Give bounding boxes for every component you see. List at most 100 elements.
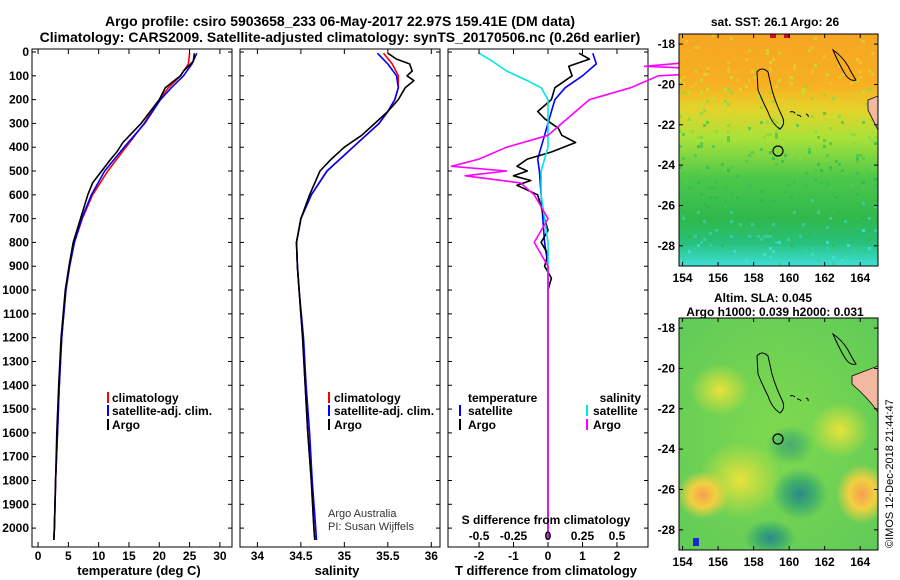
sst-pixel xyxy=(730,235,733,238)
sst-pixel xyxy=(850,133,853,136)
sst-pixel xyxy=(697,181,700,184)
sst-pixel xyxy=(802,223,805,226)
depth-tick-label: 300 xyxy=(9,116,29,130)
sst-pixel xyxy=(694,247,697,250)
sst-pixel xyxy=(700,142,703,145)
footnote-line1: Argo Australia xyxy=(328,508,397,520)
legend-label-s-argo: Argo xyxy=(593,418,621,432)
sst-pixel xyxy=(682,82,685,85)
figure-title-line2: Climatology: CARS2009. Satellite-adjuste… xyxy=(40,29,641,45)
sst-pixel xyxy=(820,181,823,184)
sla-map-title-line1: Altim. SLA: 0.045 xyxy=(714,291,812,305)
map-x-tick-label: 160 xyxy=(779,271,799,285)
sst-pixel xyxy=(811,199,814,202)
x-tick-label: 0 xyxy=(35,549,42,563)
sst-pixel xyxy=(712,226,715,229)
depth-tick-label: 700 xyxy=(9,212,29,226)
sst-pixel xyxy=(802,52,805,55)
legend-swatch-argo xyxy=(107,419,109,430)
sst-pixel xyxy=(862,157,865,160)
sst-pixel xyxy=(793,67,796,70)
sst-pixel xyxy=(760,199,763,202)
sst-pixel xyxy=(688,118,691,121)
sst-pixel xyxy=(790,82,793,85)
sst-pixel xyxy=(826,37,829,40)
sst-pixel xyxy=(706,205,709,208)
sst-pixel xyxy=(682,133,685,136)
sst-pixel xyxy=(853,250,856,253)
argo-float-location xyxy=(772,433,784,445)
sst-pixel xyxy=(730,166,733,169)
sst-pixel xyxy=(706,70,709,73)
sst-pixel xyxy=(862,202,865,205)
sst-pixel xyxy=(796,124,799,127)
sst-pixel xyxy=(688,235,691,238)
sst-pixel xyxy=(709,187,712,190)
sst-pixel xyxy=(697,148,700,151)
depth-tick-label: 1400 xyxy=(2,378,29,392)
sla-anomaly xyxy=(836,464,878,524)
sst-pixel xyxy=(778,34,781,37)
sst-pixel xyxy=(865,34,868,37)
sst-pixel xyxy=(805,250,808,253)
sst-pixel xyxy=(829,208,832,211)
sst-pixel xyxy=(778,175,781,178)
sst-pixel xyxy=(694,235,697,238)
x-tick-label: 2 xyxy=(614,549,621,563)
sst-pixel xyxy=(694,82,697,85)
sst-pixel xyxy=(682,172,685,175)
sst-pixel xyxy=(868,238,871,241)
sst-pixel xyxy=(727,61,730,64)
sst-pixel xyxy=(727,88,730,91)
sst-pixel xyxy=(772,223,775,226)
x-top-tick-label: 0.5 xyxy=(609,529,626,543)
sst-pixel xyxy=(751,52,754,55)
map-x-tick-label: 162 xyxy=(815,555,835,569)
sst-pixel xyxy=(754,217,757,220)
sst-pixel xyxy=(715,46,718,49)
sst-pixel xyxy=(856,58,859,61)
sst-pixel xyxy=(772,250,775,253)
temperature-plot-frame xyxy=(31,48,233,548)
sst-pixel xyxy=(778,217,781,220)
map-y-tick-label: -24 xyxy=(658,442,676,456)
map-y-tick-label: -20 xyxy=(658,77,676,91)
sst-pixel xyxy=(844,253,847,256)
sst-pixel xyxy=(799,52,802,55)
legend-label-argo: Argo xyxy=(112,418,140,432)
sst-pixel xyxy=(766,121,769,124)
sst-pixel xyxy=(679,115,682,118)
sst-pixel xyxy=(769,70,772,73)
sst-pixel xyxy=(829,142,832,145)
map-x-tick-label: 164 xyxy=(850,555,870,569)
sst-pixel xyxy=(778,79,781,82)
sst-pixel xyxy=(682,217,685,220)
sst-pixel xyxy=(679,166,682,169)
depth-tick-label: 400 xyxy=(9,140,29,154)
sst-pixel xyxy=(829,187,832,190)
series-line-t-argo xyxy=(512,52,591,540)
sst-pixel xyxy=(700,136,703,139)
sst-pixel xyxy=(838,76,841,79)
sst-pixel xyxy=(874,136,877,139)
difference-legend: temperature satellite Argo salinity sate… xyxy=(459,391,641,432)
sst-map: sat. SST: 26.1 Argo: 26 154 156 158 160 162 1… xyxy=(658,15,879,285)
figure-title-line1: Argo profile: csiro 5903658_233 06-May-2… xyxy=(105,13,575,29)
sst-pixel xyxy=(679,145,682,148)
sst-pixel xyxy=(859,55,862,58)
sst-pixel xyxy=(811,46,814,49)
sst-pixel xyxy=(697,145,700,148)
sst-pixel xyxy=(748,127,751,130)
series-line-climatology xyxy=(53,53,191,541)
map-y-tick-label: -24 xyxy=(658,158,676,172)
salinity-difference-x-axis: -0.5 -0.25 0 0.25 0.5 xyxy=(469,529,626,543)
sst-pixel xyxy=(817,211,820,214)
sst-pixel xyxy=(790,196,793,199)
sst-pixel xyxy=(697,169,700,172)
sst-pixel xyxy=(700,79,703,82)
sst-pixel xyxy=(682,157,685,160)
sst-pixel xyxy=(775,85,778,88)
sst-pixel xyxy=(772,100,775,103)
sst-pixel xyxy=(688,187,691,190)
sst-missing-pixel xyxy=(770,34,776,38)
